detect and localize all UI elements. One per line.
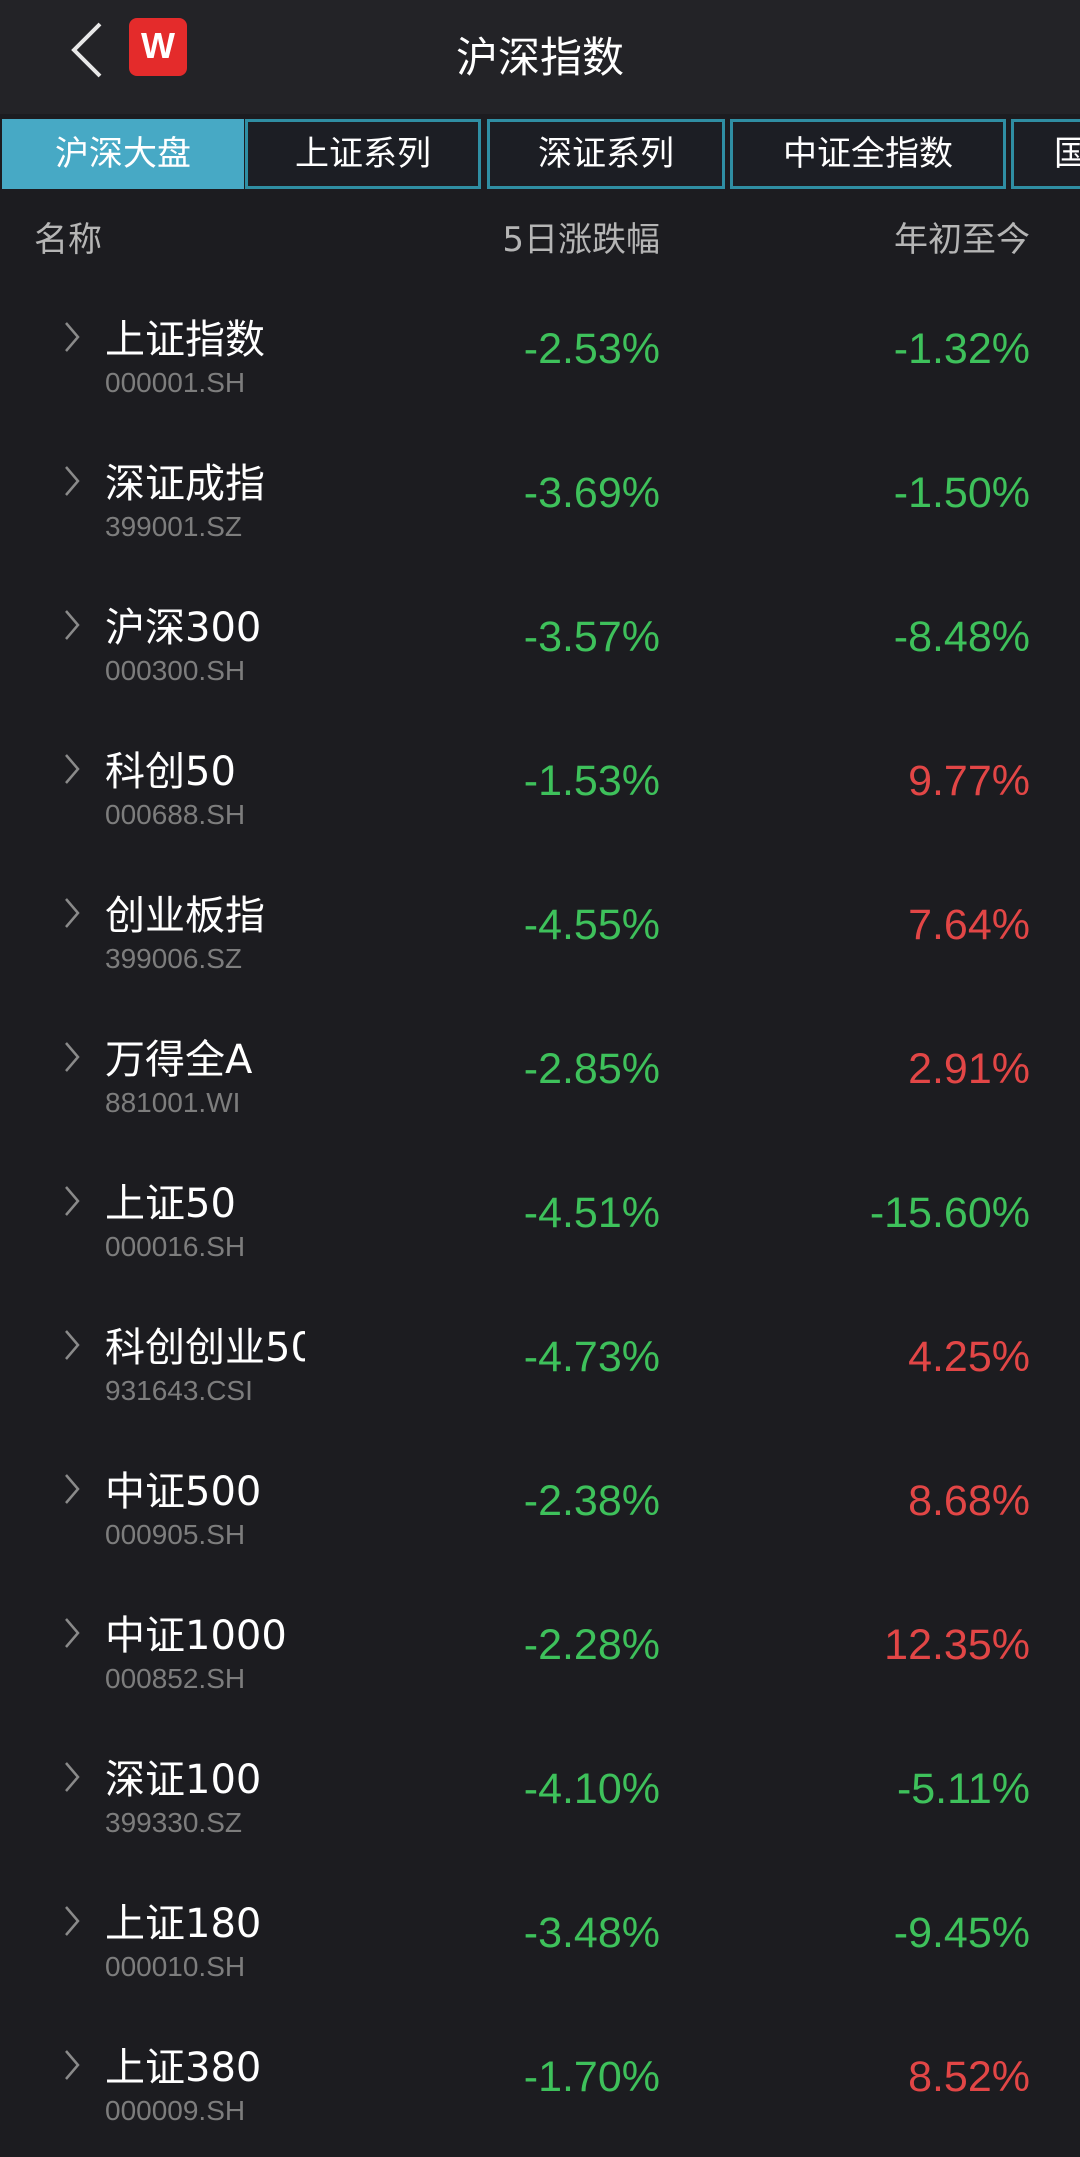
change-5d: -4.51% — [523, 1189, 660, 1237]
index-name: 科创创业50 — [105, 1325, 305, 1371]
chevron-right-icon[interactable] — [62, 895, 82, 931]
index-name: 深证100 — [105, 1757, 262, 1803]
table-row[interactable]: 沪深300 000300.SH -3.57% -8.48% — [0, 573, 1080, 717]
index-name: 深证成指 — [105, 461, 265, 507]
change-5d: -4.73% — [523, 1333, 660, 1381]
column-header-name[interactable]: 名称 — [34, 220, 102, 260]
index-name: 上证50 — [105, 1181, 236, 1227]
index-name: 上证380 — [105, 2045, 262, 2091]
change-5d: -1.70% — [523, 2053, 660, 2101]
change-ytd: 2.91% — [908, 1045, 1030, 1093]
app-logo[interactable]: W — [129, 18, 187, 76]
tab-zhongzheng[interactable]: 中证全指数 — [730, 119, 1006, 189]
chevron-right-icon[interactable] — [62, 1039, 82, 1075]
index-code: 000001.SH — [105, 367, 246, 398]
change-ytd: -1.32% — [893, 325, 1030, 373]
chevron-right-icon[interactable] — [62, 2047, 82, 2083]
table-row[interactable]: 上证380 000009.SH -1.70% 8.52% — [0, 2013, 1080, 2157]
change-ytd: 7.64% — [908, 901, 1030, 949]
change-ytd: -1.50% — [893, 469, 1030, 517]
chevron-right-icon[interactable] — [62, 1903, 82, 1939]
change-5d: -3.69% — [523, 469, 660, 517]
change-ytd: 9.77% — [908, 757, 1030, 805]
tab-guo[interactable]: 国 — [1011, 119, 1080, 189]
index-code: 399330.SZ — [105, 1807, 242, 1838]
index-name: 万得全A — [105, 1037, 253, 1083]
change-ytd: 8.52% — [908, 2053, 1030, 2101]
table-row[interactable]: 上证50 000016.SH -4.51% -15.60% — [0, 1149, 1080, 1293]
change-5d: -2.53% — [523, 325, 660, 373]
change-ytd: 4.25% — [908, 1333, 1030, 1381]
index-name: 中证500 — [105, 1469, 262, 1515]
table-row[interactable]: 深证成指 399001.SZ -3.69% -1.50% — [0, 429, 1080, 573]
chevron-right-icon[interactable] — [62, 463, 82, 499]
index-name: 上证180 — [105, 1901, 262, 1947]
index-code: 881001.WI — [105, 1087, 241, 1118]
change-5d: -3.48% — [523, 1909, 660, 1957]
change-5d: -2.38% — [523, 1477, 660, 1525]
index-code: 931643.CSI — [105, 1375, 253, 1406]
index-code: 000300.SH — [105, 655, 246, 686]
index-name: 中证1000 — [105, 1613, 287, 1659]
change-ytd: -8.48% — [893, 613, 1030, 661]
index-code: 000905.SH — [105, 1519, 246, 1550]
chevron-right-icon[interactable] — [62, 1759, 82, 1795]
chevron-left-icon[interactable] — [64, 20, 114, 80]
change-5d: -1.53% — [523, 757, 660, 805]
chevron-right-icon[interactable] — [62, 1183, 82, 1219]
tab-shenzheng[interactable]: 深证系列 — [487, 119, 725, 189]
change-ytd: -9.45% — [893, 1909, 1030, 1957]
index-code: 000016.SH — [105, 1231, 246, 1262]
column-header-ytd[interactable]: 年初至今 — [894, 220, 1030, 260]
change-ytd: 12.35% — [884, 1621, 1030, 1669]
chevron-right-icon[interactable] — [62, 1327, 82, 1363]
chevron-right-icon[interactable] — [62, 607, 82, 643]
table-row[interactable]: 深证100 399330.SZ -4.10% -5.11% — [0, 1725, 1080, 1869]
index-code: 000009.SH — [105, 2095, 246, 2126]
column-header-5d-change[interactable]: 5日涨跌幅 — [502, 220, 660, 260]
table-row[interactable]: 万得全A 881001.WI -2.85% 2.91% — [0, 1005, 1080, 1149]
index-name: 创业板指 — [105, 893, 265, 939]
index-name: 沪深300 — [105, 605, 262, 651]
index-code: 000688.SH — [105, 799, 246, 830]
top-bar: W 沪深指数 — [0, 0, 1080, 114]
tab-shangzheng[interactable]: 上证系列 — [245, 119, 481, 189]
change-5d: -3.57% — [523, 613, 660, 661]
tab-hushen-dapan[interactable]: 沪深大盘 — [2, 119, 244, 189]
change-5d: -2.85% — [523, 1045, 660, 1093]
index-code: 000010.SH — [105, 1951, 246, 1982]
category-tabs: 沪深大盘 上证系列 深证系列 中证全指数 国 — [0, 119, 1080, 189]
page-title: 沪深指数 — [455, 33, 624, 82]
table-row[interactable]: 上证180 000010.SH -3.48% -9.45% — [0, 1869, 1080, 2013]
index-code: 000852.SH — [105, 1663, 246, 1694]
index-name: 科创50 — [105, 749, 236, 795]
table-row[interactable]: 上证指数 000001.SH -2.53% -1.32% — [0, 285, 1080, 429]
table-row[interactable]: 创业板指 399006.SZ -4.55% 7.64% — [0, 861, 1080, 1005]
chevron-right-icon[interactable] — [62, 1615, 82, 1651]
change-ytd: -5.11% — [896, 1765, 1030, 1813]
change-5d: -4.10% — [523, 1765, 660, 1813]
table-row[interactable]: 中证1000 000852.SH -2.28% 12.35% — [0, 1581, 1080, 1725]
change-ytd: 8.68% — [908, 1477, 1030, 1525]
chevron-right-icon[interactable] — [62, 319, 82, 355]
table-row[interactable]: 科创50 000688.SH -1.53% 9.77% — [0, 717, 1080, 861]
change-5d: -2.28% — [523, 1621, 660, 1669]
index-code: 399006.SZ — [105, 943, 242, 974]
change-ytd: -15.60% — [869, 1189, 1030, 1237]
chevron-right-icon[interactable] — [62, 751, 82, 787]
table-row[interactable]: 科创创业50 931643.CSI -4.73% 4.25% — [0, 1293, 1080, 1437]
chevron-right-icon[interactable] — [62, 1471, 82, 1507]
table-row[interactable]: 中证500 000905.SH -2.38% 8.68% — [0, 1437, 1080, 1581]
change-5d: -4.55% — [523, 901, 660, 949]
index-code: 399001.SZ — [105, 511, 242, 542]
index-name: 上证指数 — [105, 317, 265, 363]
